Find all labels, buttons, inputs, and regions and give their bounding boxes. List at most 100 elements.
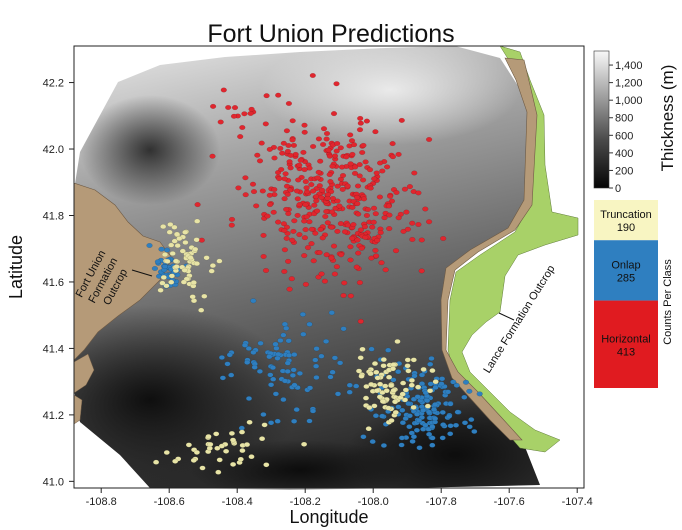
point-onlap	[284, 360, 291, 366]
point-onlap	[429, 424, 436, 430]
point-horizontal	[296, 162, 303, 168]
point-onlap	[280, 332, 287, 338]
point-horizontal	[283, 235, 290, 241]
point-truncation	[193, 237, 200, 243]
point-onlap	[406, 413, 413, 419]
point-horizontal	[334, 228, 341, 234]
point-horizontal	[339, 186, 346, 192]
point-horizontal	[295, 177, 302, 183]
point-onlap	[425, 409, 433, 415]
point-onlap	[281, 321, 289, 327]
point-truncation	[198, 307, 205, 313]
fort-union-pointer	[131, 269, 153, 277]
point-truncation	[209, 263, 217, 269]
x-axis: -108.8 -108.6 -108.4 -108.2 -108.0 -107.8 -107…	[86, 488, 593, 508]
point-horizontal	[300, 149, 307, 155]
point-truncation	[173, 264, 180, 270]
point-horizontal	[353, 264, 360, 270]
point-horizontal	[389, 154, 397, 160]
point-horizontal	[318, 187, 326, 193]
point-horizontal	[330, 111, 338, 117]
lance-pointer	[498, 312, 515, 321]
point-onlap	[406, 424, 413, 430]
point-horizontal	[260, 232, 267, 238]
point-onlap	[353, 383, 360, 389]
colorbar-gradient	[593, 50, 610, 189]
point-horizontal	[242, 175, 249, 181]
point-onlap	[158, 246, 165, 252]
point-horizontal	[317, 226, 324, 232]
point-onlap	[146, 242, 153, 248]
point-onlap	[266, 354, 273, 360]
point-horizontal	[377, 160, 384, 166]
point-truncation	[362, 395, 370, 401]
point-onlap	[280, 397, 287, 403]
point-onlap	[395, 369, 402, 375]
point-onlap	[398, 442, 405, 448]
point-onlap	[284, 368, 291, 374]
point-horizontal	[308, 226, 316, 232]
point-horizontal	[320, 141, 327, 147]
thickness-colorbar: 0 200 400 600 800 1,000 1,200 1,400 Thickness (…	[593, 50, 677, 195]
point-horizontal	[301, 218, 308, 224]
point-horizontal	[318, 271, 325, 277]
point-horizontal	[356, 127, 364, 133]
colorbar-tick-label: 1,200	[615, 78, 643, 90]
point-onlap	[300, 331, 307, 337]
point-onlap	[273, 345, 280, 351]
point-onlap	[399, 407, 406, 413]
point-onlap	[409, 438, 416, 444]
point-onlap	[453, 382, 460, 388]
point-onlap	[439, 376, 446, 382]
point-horizontal	[282, 171, 289, 177]
point-horizontal	[422, 206, 429, 212]
y-tick-label: 41.2	[43, 410, 64, 422]
colorbar-tick-label: 800	[615, 113, 633, 125]
point-horizontal	[209, 153, 216, 159]
point-onlap	[313, 346, 320, 352]
point-horizontal	[303, 185, 310, 191]
point-horizontal	[253, 203, 260, 209]
point-horizontal	[377, 229, 384, 235]
point-truncation	[159, 280, 166, 286]
point-horizontal	[260, 253, 267, 259]
point-horizontal	[316, 183, 323, 189]
point-horizontal	[374, 237, 381, 243]
point-horizontal	[319, 235, 326, 241]
point-truncation	[410, 404, 417, 410]
point-horizontal	[301, 235, 309, 241]
point-horizontal	[250, 189, 258, 195]
point-onlap	[450, 379, 457, 385]
point-truncation	[432, 379, 439, 385]
point-onlap	[286, 352, 293, 358]
point-horizontal	[296, 202, 303, 208]
point-horizontal	[283, 183, 291, 189]
class-name-onlap: Onlap	[611, 259, 640, 271]
point-onlap	[461, 394, 468, 400]
point-horizontal	[283, 128, 291, 134]
point-horizontal	[258, 140, 265, 146]
point-onlap	[426, 431, 433, 437]
point-onlap	[346, 382, 353, 388]
y-axis: 41.0 41.2 41.4 41.6 41.8 42.0 42.2	[43, 78, 74, 488]
point-truncation	[408, 377, 416, 383]
point-truncation	[181, 267, 188, 273]
point-onlap	[466, 388, 473, 394]
point-horizontal	[336, 203, 343, 209]
class-block-truncation	[594, 200, 658, 241]
point-truncation	[415, 384, 422, 390]
point-truncation	[216, 457, 223, 463]
point-onlap	[281, 378, 289, 384]
point-onlap	[291, 382, 298, 388]
point-horizontal	[360, 142, 367, 148]
point-horizontal	[409, 236, 416, 242]
point-truncation	[404, 357, 411, 363]
point-truncation	[365, 426, 372, 432]
point-horizontal	[262, 121, 269, 127]
point-horizontal	[337, 221, 345, 227]
point-horizontal	[386, 212, 393, 218]
point-truncation	[166, 229, 173, 235]
class-name-truncation: Truncation	[600, 209, 652, 221]
point-onlap	[418, 381, 426, 387]
point-onlap	[219, 375, 227, 381]
